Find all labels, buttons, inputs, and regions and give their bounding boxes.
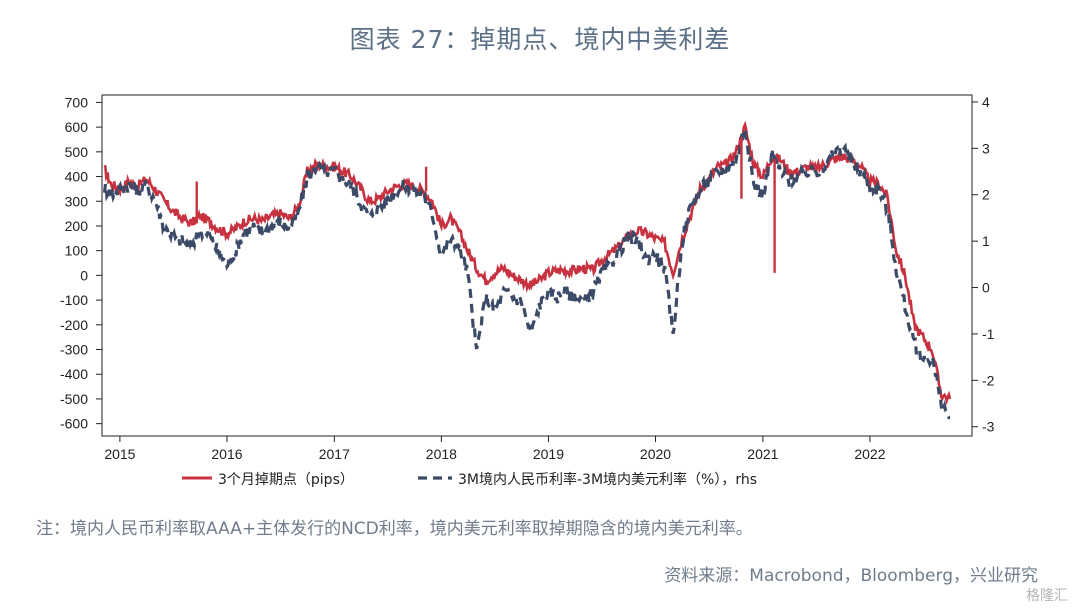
x-tick-label: 2016	[211, 446, 242, 462]
x-tick-label: 2018	[426, 446, 457, 462]
y-left-tick-label: 400	[65, 169, 89, 185]
x-tick-label: 2015	[104, 446, 135, 462]
chart-axes: 700 600 500 400 300 200 100 0 -100 -200 -300 -400 -5…	[60, 94, 995, 462]
legend-spread-label: 3M境内人民币利率-3M境内美元利率（%），rhs	[458, 471, 757, 488]
y-right-tick-label: 1	[982, 233, 990, 249]
y-left-tick-label: 0	[80, 267, 88, 283]
x-tick-label: 2022	[854, 446, 885, 462]
y-left-tick-label: -600	[60, 416, 88, 432]
x-tick-label: 2019	[533, 446, 564, 462]
x-tick-label: 2021	[747, 446, 778, 462]
y-left-tick-label: 600	[65, 119, 89, 135]
y-right-tick-label: 2	[982, 187, 990, 203]
legend-swap-label: 3个月掉期点（pips）	[218, 472, 354, 488]
swap-series-line	[103, 120, 952, 406]
chart-note: 注：境内人民币利率取AAA+主体发行的NCD利率，境内美元利率取掉期隐含的境内美…	[36, 519, 753, 539]
x-tick-label: 2017	[319, 446, 350, 462]
y-left-tick-label: 200	[65, 218, 89, 234]
y-right-tick-label: 3	[982, 140, 990, 156]
y-left-tick-label: -200	[60, 317, 88, 333]
y-left-tick-label: -300	[60, 342, 88, 358]
y-left-tick-label: 700	[65, 94, 89, 110]
y-right-tick-label: 4	[982, 94, 990, 110]
x-tick-label: 2020	[640, 446, 671, 462]
spread-series-line	[103, 125, 951, 420]
y-right-tick-label: -2	[982, 372, 995, 388]
y-right-tick-label: -3	[982, 419, 995, 435]
plot-frame	[101, 94, 973, 437]
y-left-tick-label: 500	[65, 144, 89, 160]
y-right-tick-label: -1	[982, 326, 995, 342]
watermark-logo: 格隆汇	[1026, 588, 1068, 604]
chart-lines	[103, 120, 952, 420]
chart-legend: 3个月掉期点（pips） 3M境内人民币利率-3M境内美元利率（%），rhs	[182, 471, 757, 488]
y-left-tick-label: -100	[60, 292, 88, 308]
chart-source: 资料来源：Macrobond，Bloomberg，兴业研究	[664, 566, 1038, 586]
y-left-tick-label: -500	[60, 391, 88, 407]
y-left-tick-label: 100	[65, 243, 89, 259]
chart-title: 图表 27：掉期点、境内中美利差	[349, 25, 731, 54]
y-right-tick-label: 0	[982, 280, 990, 296]
y-left-tick-label: -400	[60, 366, 88, 382]
y-left-tick-label: 300	[65, 193, 89, 209]
